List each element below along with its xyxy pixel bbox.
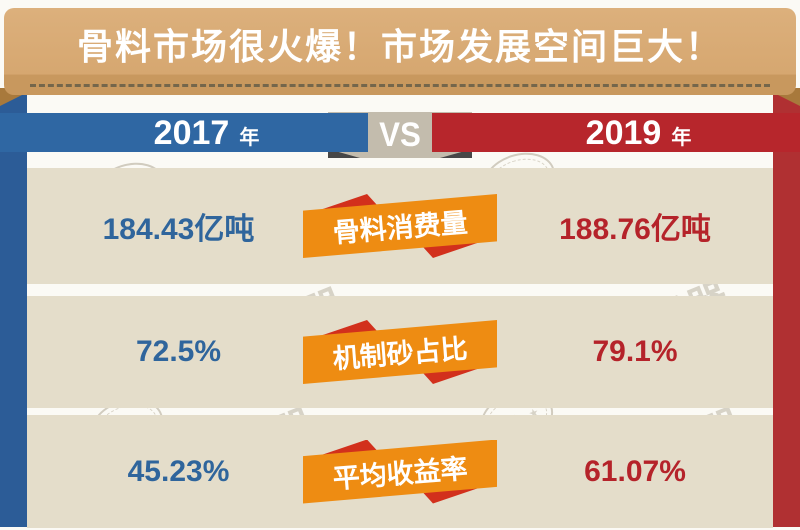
comparison-row-consumption: 184.43亿吨 骨料消费量 188.76亿吨: [27, 168, 773, 284]
metric-ribbon-yield: 平均收益率: [303, 439, 497, 504]
value-2019-yield: 61.07%: [584, 454, 686, 488]
year-2019-suffix: 年: [671, 127, 692, 149]
year-header-2017: 2017 年: [0, 113, 368, 152]
vs-badge-fold-right: [440, 149, 472, 158]
year-2017-label: 2017: [153, 113, 230, 152]
metric-ribbon-consumption: 骨料消费量: [303, 194, 497, 258]
metric-label: 机制砂占比: [331, 333, 469, 374]
right-ribbon-tail: [773, 93, 800, 527]
value-2017-consumption: 184.43亿吨: [102, 213, 255, 246]
title-banner: 骨料市场很火爆！市场发展空间巨大！: [4, 8, 796, 95]
metric-ribbon-sand-share: 机制砂占比: [303, 320, 497, 384]
metric-label: 平均收益率: [331, 452, 469, 494]
vs-badge-fold-left: [328, 149, 360, 158]
year-header-2019: 2019 年: [432, 113, 800, 152]
value-2019-consumption: 188.76亿吨: [559, 213, 711, 246]
value-2017-sand-share: 72.5%: [135, 335, 222, 368]
comparison-row-sand-share: 72.5% 机制砂占比 79.1%: [27, 296, 773, 408]
vs-label: VS: [379, 115, 421, 154]
banner-stitch-line: [30, 84, 770, 87]
comparison-row-yield: 45.23% 平均收益率 61.07%: [27, 415, 773, 528]
year-2017-suffix: 年: [239, 127, 260, 149]
left-ribbon-tail: [0, 93, 27, 527]
year-2019-label: 2019: [585, 113, 662, 152]
page-title: 骨料市场很火爆！市场发展空间巨大！: [76, 25, 723, 67]
value-2017-yield: 45.23%: [127, 454, 230, 488]
value-2019-sand-share: 79.1%: [592, 335, 678, 368]
metric-label: 骨料消费量: [331, 207, 469, 248]
